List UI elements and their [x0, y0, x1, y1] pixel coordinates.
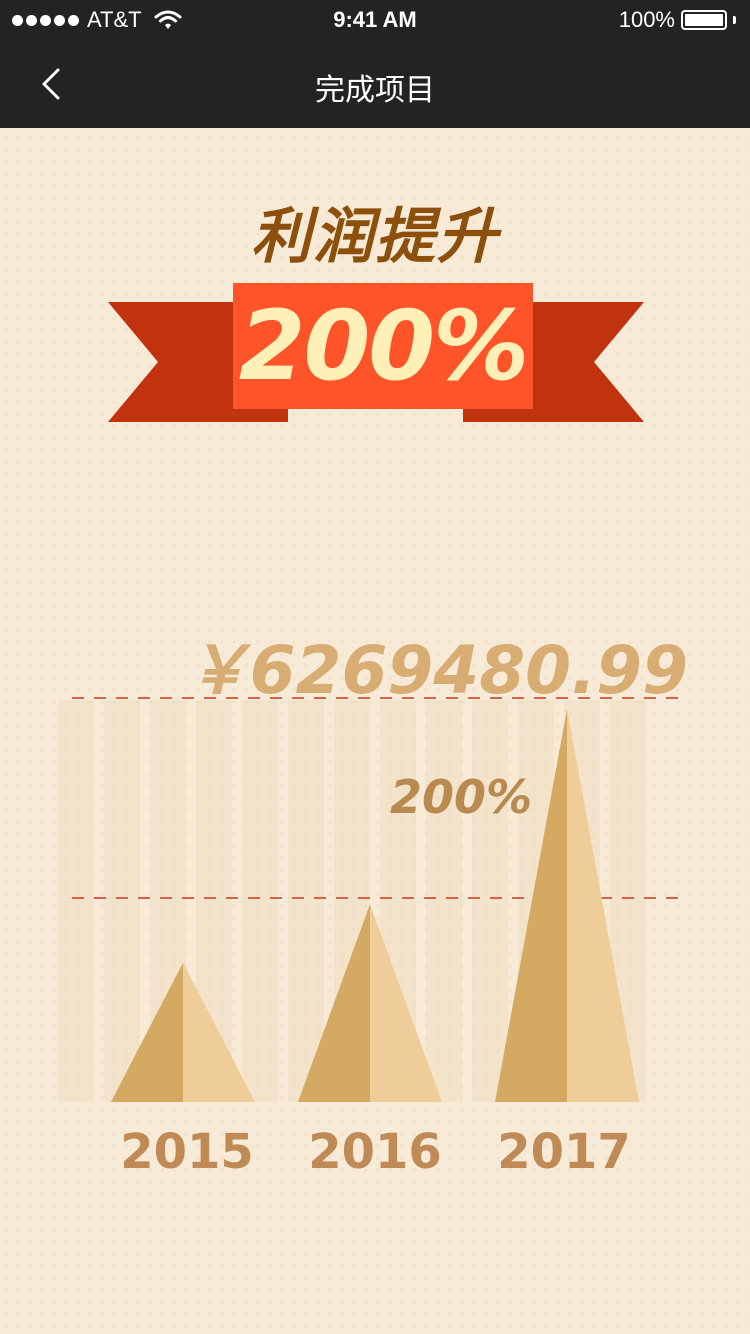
profit-headline: 利润提升 — [251, 202, 499, 272]
page-title: 完成项目 — [315, 73, 435, 108]
growth-label: 200% — [390, 770, 533, 824]
ribbon-banner — [108, 283, 644, 422]
carrier-label: AT&T — [87, 7, 142, 32]
chevron-left-icon — [42, 68, 60, 100]
battery-percent: 100% — [618, 7, 675, 32]
chart-stripe — [242, 700, 278, 1102]
chart-stripe — [426, 700, 462, 1102]
chart-pyramids — [111, 709, 639, 1102]
chart-stripe — [288, 700, 324, 1102]
chart-stripe — [58, 700, 94, 1102]
ribbon-percent: 200% — [238, 290, 530, 402]
profit-amount: ￥6269480.99 — [183, 632, 688, 709]
signal-dots-icon — [12, 14, 79, 26]
battery-tip — [733, 16, 736, 24]
ribbon-center — [233, 283, 533, 409]
back-button[interactable] — [30, 62, 74, 106]
battery-fill — [685, 14, 723, 26]
year-label-2015: 2015 — [120, 1124, 254, 1180]
battery-icon — [681, 10, 727, 30]
status-left: AT&T — [12, 7, 182, 33]
wifi-icon — [154, 10, 182, 29]
pyramid-chart — [58, 697, 686, 1102]
nav-bar: 完成项目 — [0, 40, 750, 128]
status-right: 100% — [619, 7, 736, 33]
chart-stripe — [472, 700, 508, 1102]
year-label-2016: 2016 — [308, 1124, 442, 1180]
chart-stripe — [104, 700, 140, 1102]
status-bar: AT&T 9:41 AM 100% — [0, 0, 750, 40]
status-time: 9:41 AM — [333, 7, 417, 32]
year-label-2017: 2017 — [497, 1124, 631, 1180]
